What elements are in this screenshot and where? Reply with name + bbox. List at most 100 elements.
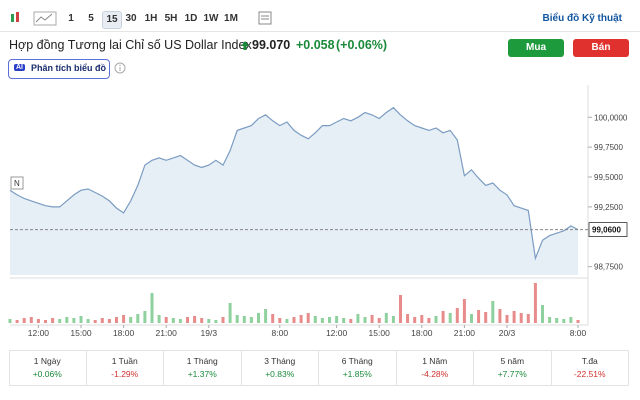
volume-bar — [44, 320, 47, 323]
period-change: +0.83% — [265, 369, 295, 379]
volume-bar — [427, 318, 431, 323]
volume-bar — [186, 317, 189, 323]
volume-bar — [36, 319, 40, 323]
volume-bar — [349, 319, 353, 323]
technical-chart-link[interactable]: Biểu đồ Kỹ thuật — [542, 13, 622, 24]
chart-type-icons[interactable] — [8, 10, 58, 26]
volume-bar — [533, 283, 537, 323]
volume-bar — [178, 319, 182, 323]
period-cell[interactable]: 1 Năm -4.28% — [397, 350, 474, 386]
interval-button[interactable]: 1W — [203, 13, 219, 24]
volume-bar — [136, 314, 140, 323]
y-tick-label: 99,7500 — [594, 143, 623, 152]
volume-bar — [462, 299, 466, 323]
volume-bar — [15, 320, 19, 323]
interval-button[interactable]: 1 — [68, 13, 74, 24]
volume-bar — [391, 316, 395, 323]
x-tick-label: 20/3 — [499, 328, 516, 338]
volume-bar — [455, 308, 459, 323]
period-label: 1 Ngày — [33, 356, 61, 366]
volume-bar — [377, 318, 381, 323]
period-label: 5 năm — [500, 356, 525, 366]
volume-bar — [512, 311, 516, 323]
period-label: 6 Tháng — [341, 356, 373, 366]
period-cell[interactable]: 1 Tháng +1.37% — [164, 350, 242, 386]
interval-button[interactable]: 5H — [164, 13, 178, 24]
x-tick-label: 8:00 — [570, 328, 587, 338]
period-cell[interactable]: 6 Tháng +1.85% — [319, 350, 397, 386]
sell-button[interactable]: Bán — [573, 39, 629, 57]
period-change: -1.29% — [111, 369, 139, 379]
up-arrow — [241, 41, 249, 50]
interval-button[interactable]: 1D — [184, 13, 198, 24]
period-change: +0.06% — [32, 369, 62, 379]
volume-bar — [420, 315, 424, 323]
volume-bar — [434, 316, 438, 323]
settings-icon[interactable] — [258, 10, 272, 26]
price-area — [10, 107, 578, 275]
volume-bar — [356, 314, 360, 323]
volume-bar — [555, 318, 559, 323]
x-tick-label: 21:00 — [156, 328, 178, 338]
volume-bar — [498, 309, 502, 323]
period-cell[interactable]: 3 Tháng +0.83% — [242, 350, 319, 386]
volume-bar — [406, 314, 410, 323]
toolbar: 1 5 15 30 1H 5H 1D 1W 1M Biểu đồ Kỹ thuật — [0, 8, 640, 30]
volume-bar — [306, 313, 310, 323]
info-icon[interactable] — [114, 62, 126, 74]
volume-bar — [328, 317, 331, 323]
volume-bar — [157, 315, 161, 323]
volume-bar — [107, 319, 111, 323]
volume-bar — [264, 309, 268, 323]
interval-button[interactable]: 1H — [144, 13, 158, 24]
volume-bar — [548, 317, 552, 323]
interval-button[interactable]: 1M — [224, 13, 238, 24]
volume-bar — [448, 313, 452, 323]
x-tick-label: 15:00 — [70, 328, 92, 338]
volume-bar — [299, 315, 303, 323]
x-tick-label: 19/3 — [201, 328, 218, 338]
x-tick-label: 8:00 — [272, 328, 289, 338]
interval-button[interactable]: 30 — [125, 13, 137, 24]
period-change: +7.77% — [497, 369, 527, 379]
volume-bar — [519, 313, 523, 323]
buy-button[interactable]: Mua — [508, 39, 564, 57]
volume-bar — [370, 315, 374, 323]
volume-bar — [292, 317, 296, 323]
volume-bar — [143, 311, 147, 323]
x-tick-label: 12:00 — [326, 328, 348, 338]
volume-bar — [313, 316, 317, 323]
marker-box — [10, 176, 24, 190]
marker: N — [14, 179, 20, 188]
period-label: 1 Tuần — [111, 356, 138, 366]
volume-bar — [257, 313, 260, 323]
period-cell[interactable]: T.đa -22.51% — [552, 350, 629, 386]
change: +0.058 — [296, 38, 335, 52]
volume-bar — [22, 318, 26, 323]
volume-bar — [171, 318, 175, 323]
volume-bar — [100, 318, 104, 323]
period-cell[interactable]: 1 Tuần -1.29% — [87, 350, 164, 386]
volume-bar — [235, 315, 239, 323]
period-cell[interactable]: 5 năm +7.77% — [474, 350, 552, 386]
volume-bar — [491, 301, 495, 323]
volume-bar — [51, 318, 55, 323]
instrument-title: Hợp đồng Tương lai Chỉ số US Dollar Inde… — [9, 38, 252, 52]
volume-bar — [505, 315, 509, 323]
volume-bar — [526, 314, 530, 323]
volume-bar — [150, 293, 154, 323]
y-tick-label: 98,7500 — [594, 263, 623, 272]
interval-button[interactable]: 5 — [88, 13, 94, 24]
volume-bar — [363, 317, 367, 323]
interval-button[interactable]: 15 — [102, 11, 122, 29]
chart: 98,750099,250099,500099,7500100,0000Inve… — [8, 85, 628, 338]
last-price: 99.070 — [252, 38, 291, 52]
ai-analysis-button[interactable]: AI Phân tích biểu đồ — [8, 59, 110, 79]
x-tick-label: 18:00 — [113, 328, 135, 338]
period-change: -4.28% — [421, 369, 449, 379]
x-tick-label: 15:00 — [369, 328, 391, 338]
volume-bar — [200, 318, 204, 323]
period-cell[interactable]: 1 Ngày +0.06% — [9, 350, 87, 386]
volume-bar — [79, 316, 83, 323]
